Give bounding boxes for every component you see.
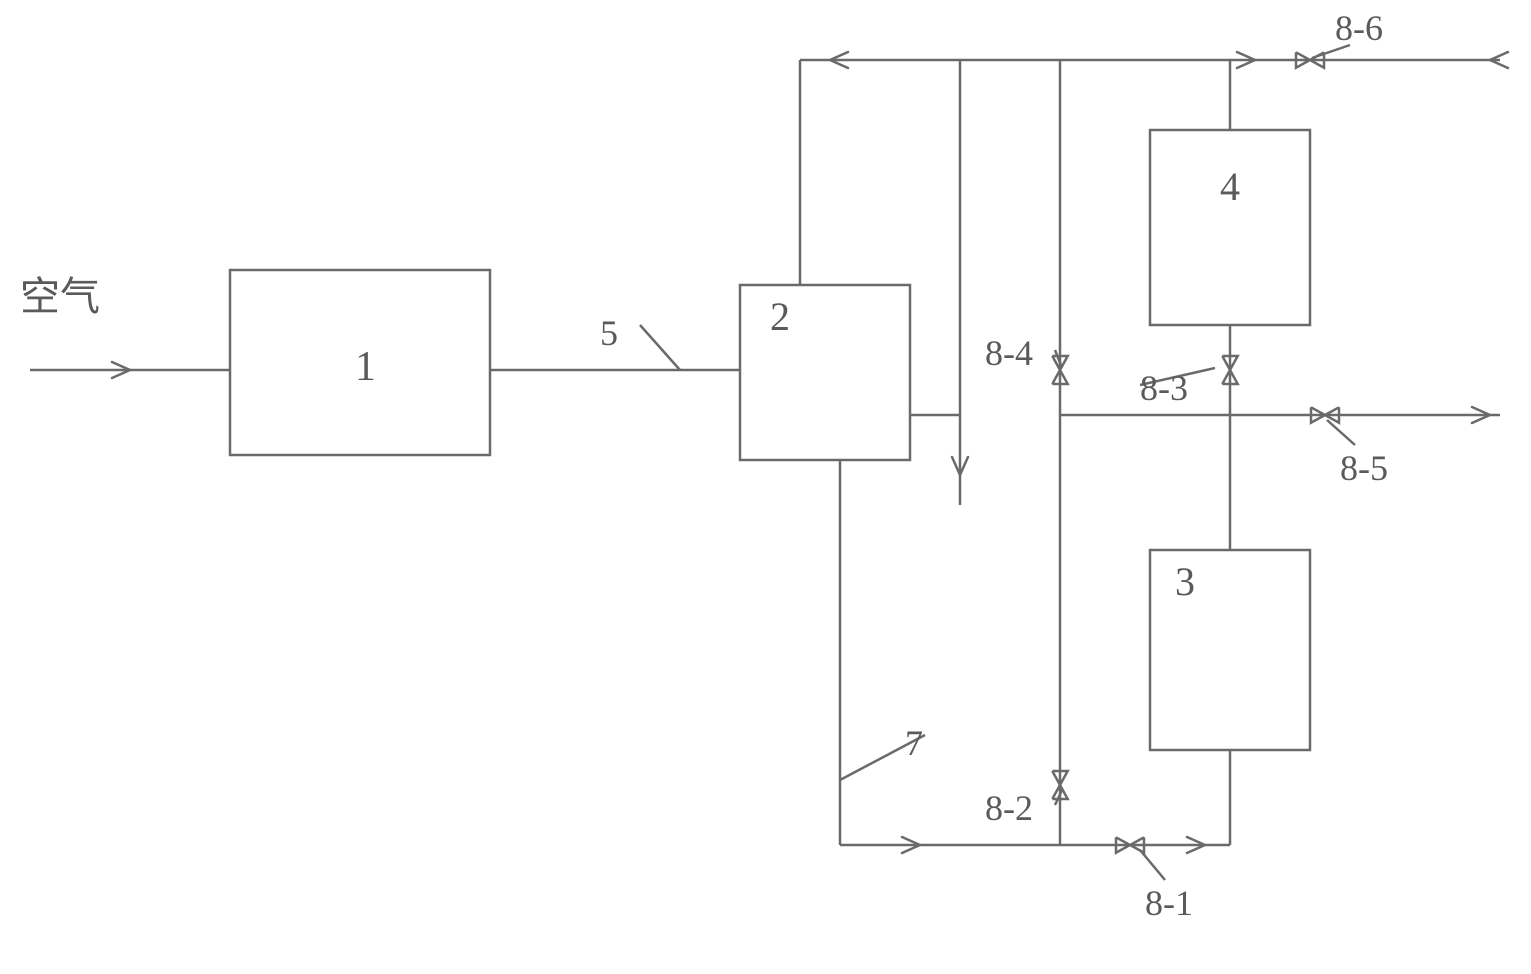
label-8-6: 8-6 (1335, 8, 1383, 48)
block-4 (1150, 130, 1310, 325)
block-3 (1150, 550, 1310, 750)
label-8-5: 8-5 (1340, 448, 1388, 488)
block-3-label: 3 (1175, 559, 1195, 604)
label-8-3: 8-3 (1140, 368, 1188, 408)
label-8-1: 8-1 (1145, 883, 1193, 923)
label-8-2: 8-2 (985, 788, 1033, 828)
air-label: 空气 (20, 274, 100, 319)
block-2-label: 2 (770, 294, 790, 339)
block-4-label: 4 (1220, 164, 1240, 209)
block-1-label: 1 (355, 344, 376, 390)
label-8-4: 8-4 (985, 333, 1033, 373)
label-5: 5 (600, 313, 618, 353)
label-7: 7 (905, 723, 923, 763)
lead-5 (640, 325, 680, 370)
block-2 (740, 285, 910, 460)
diagram-canvas: 空气 1 2 3 4 5 7 8-1 8-2 8-3 8-4 8-5 8-6 (0, 0, 1531, 974)
lead-8-1 (1140, 850, 1165, 880)
lead-8-5 (1327, 420, 1355, 445)
